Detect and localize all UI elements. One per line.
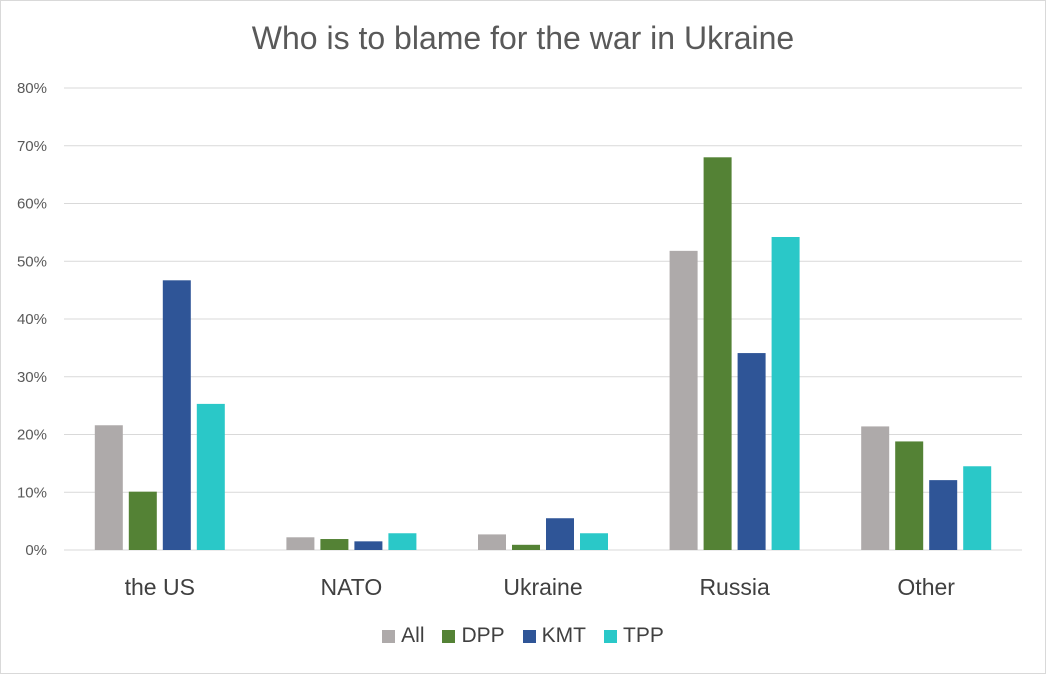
x-category-label: the US: [125, 574, 195, 600]
bar-all-1: [286, 537, 315, 550]
bar-dpp-2: [512, 544, 540, 550]
y-tick-label: 20%: [17, 427, 47, 444]
bar-dpp-1: [320, 539, 349, 550]
bar-tpp-3: [771, 236, 800, 550]
bar-kmt-4: [929, 480, 958, 550]
y-tick-label: 60%: [17, 196, 47, 213]
bar-all-4: [861, 426, 890, 550]
chart-title: Who is to blame for the war in Ukraine: [251, 20, 795, 56]
legend-swatch: [604, 629, 617, 643]
bar-kmt-0: [162, 280, 191, 550]
bar-tpp-2: [580, 533, 608, 550]
legend-label: All: [401, 624, 425, 647]
y-tick-label: 30%: [17, 369, 47, 386]
bar-kmt-1: [354, 541, 383, 550]
legend-swatch: [522, 629, 536, 643]
x-category-label: Russia: [699, 574, 770, 600]
x-category-label: NATO: [321, 574, 383, 600]
y-tick-label: 80%: [17, 80, 47, 97]
x-category-label: Other: [897, 574, 955, 600]
bar-tpp-1: [388, 533, 417, 550]
chart-legend: All DPP KMT TPP: [0, 624, 1046, 648]
legend-swatch: [382, 629, 396, 643]
y-tick-label: 50%: [17, 253, 47, 270]
y-tick-label: 0%: [25, 542, 47, 559]
bar-all-3: [669, 250, 698, 551]
bar-kmt-3: [737, 353, 766, 550]
legend-item-dpp: DPP: [442, 624, 505, 648]
y-tick-label: 70%: [17, 138, 47, 155]
bar-tpp-4: [963, 466, 992, 550]
bar-kmt-2: [546, 518, 574, 550]
legend-label: DPP: [461, 624, 505, 647]
legend-label: TPP: [623, 624, 664, 647]
bar-dpp-4: [895, 441, 924, 550]
bar-tpp-0: [196, 403, 225, 550]
legend-item-tpp: TPP: [604, 624, 664, 648]
legend-item-all: All: [382, 624, 424, 648]
y-tick-label: 10%: [17, 484, 47, 501]
bar-dpp-3: [703, 157, 732, 551]
x-category-label: Ukraine: [503, 574, 582, 600]
legend-swatch: [442, 629, 456, 643]
bar-all-2: [478, 534, 506, 550]
legend-label: KMT: [541, 624, 586, 647]
bar-dpp-0: [128, 491, 157, 550]
legend-item-kmt: KMT: [522, 624, 586, 648]
y-tick-label: 40%: [17, 311, 47, 328]
bar-all-0: [94, 425, 123, 550]
